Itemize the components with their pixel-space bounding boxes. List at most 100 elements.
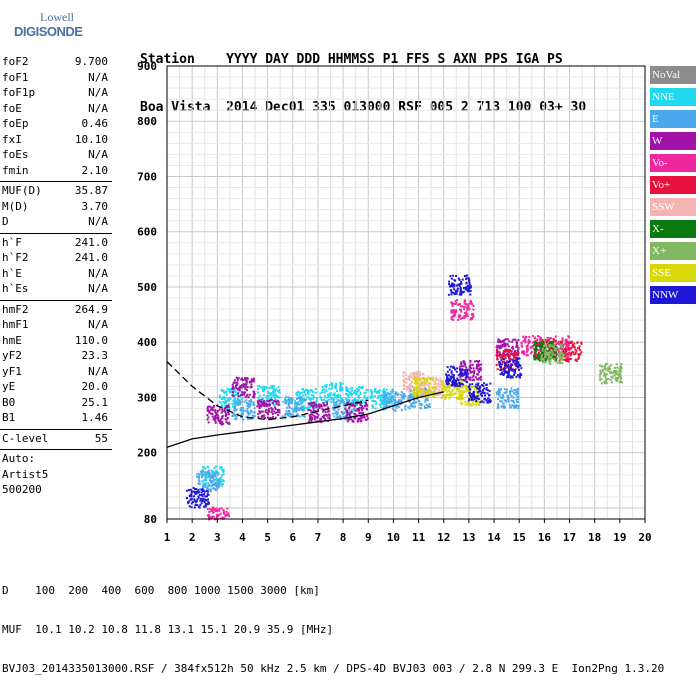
echo-point xyxy=(431,391,434,394)
echo-point xyxy=(277,400,280,403)
echo-point xyxy=(244,376,247,379)
echo-point xyxy=(229,388,232,391)
echo-point xyxy=(540,348,543,351)
echo-point xyxy=(232,395,235,398)
echo-point xyxy=(480,400,483,403)
param-name: hmF2 xyxy=(2,302,29,316)
echo-point xyxy=(510,387,513,390)
echo-point xyxy=(307,408,310,411)
echo-point xyxy=(544,361,547,364)
echo-point xyxy=(505,349,508,352)
echo-point xyxy=(221,410,224,413)
echo-point xyxy=(457,315,460,318)
echo-point xyxy=(253,411,256,414)
echo-point xyxy=(303,389,306,392)
param-name: h`F xyxy=(2,235,22,249)
echo-point xyxy=(334,385,337,388)
header-label: FFS xyxy=(406,52,438,67)
echo-point xyxy=(570,351,573,354)
echo-point xyxy=(422,372,425,375)
echo-point xyxy=(277,386,280,389)
echo-point xyxy=(516,357,519,360)
echo-point xyxy=(513,371,516,374)
echo-point xyxy=(410,381,413,384)
echo-point xyxy=(196,475,199,478)
echo-point xyxy=(414,382,417,385)
echo-point xyxy=(449,391,452,394)
echo-point xyxy=(249,400,252,403)
echo-point xyxy=(309,416,312,419)
x-tick-label: 9 xyxy=(365,531,372,544)
echo-point xyxy=(289,397,292,400)
echo-point xyxy=(452,377,455,380)
echo-point xyxy=(486,392,489,395)
echo-point xyxy=(457,277,460,280)
echo-point xyxy=(496,357,499,360)
echo-point xyxy=(283,415,286,418)
echo-point xyxy=(499,356,502,359)
echo-point xyxy=(462,290,465,293)
echo-point xyxy=(537,335,540,338)
echo-point xyxy=(539,341,542,344)
echo-point xyxy=(516,350,519,353)
param-name: hmE xyxy=(2,333,22,347)
echo-point xyxy=(312,396,315,399)
param-value: 241.0 xyxy=(74,235,108,249)
echo-point xyxy=(504,356,507,359)
param-value: 110.0 xyxy=(74,333,108,347)
echo-point xyxy=(305,388,308,391)
header-label: PPS xyxy=(484,52,516,67)
echo-point xyxy=(503,391,506,394)
echo-point xyxy=(464,387,467,390)
echo-point xyxy=(369,397,372,400)
x-tick-label: 1 xyxy=(164,531,171,544)
echo-point xyxy=(235,402,238,405)
echo-point xyxy=(406,378,409,381)
echo-point xyxy=(475,365,478,368)
echo-point xyxy=(221,408,224,411)
echo-point xyxy=(231,405,234,408)
echo-point xyxy=(564,348,567,351)
echo-point xyxy=(471,363,474,366)
param-name: yF2 xyxy=(2,349,22,362)
echo-point xyxy=(382,392,385,395)
legend-item: NoVal xyxy=(650,66,696,84)
echo-point xyxy=(221,479,224,482)
echo-point xyxy=(466,375,469,378)
echo-point xyxy=(454,303,457,306)
echo-point xyxy=(451,310,454,313)
echo-point xyxy=(395,406,398,409)
echo-point xyxy=(534,345,537,348)
echo-point xyxy=(424,400,427,403)
echo-point xyxy=(477,400,480,403)
echo-point xyxy=(511,404,514,407)
echo-point xyxy=(220,484,223,487)
echo-point xyxy=(511,363,514,366)
echo-point xyxy=(616,366,619,369)
echo-point xyxy=(500,366,503,369)
echo-point xyxy=(235,376,238,379)
echo-point xyxy=(277,411,280,414)
echo-point xyxy=(565,338,568,341)
echo-point xyxy=(420,387,423,390)
echo-point xyxy=(553,340,556,343)
echo-point xyxy=(261,386,264,389)
echo-point xyxy=(326,399,329,402)
echo-point xyxy=(426,399,429,402)
echo-point xyxy=(265,405,268,408)
echo-point xyxy=(618,381,621,384)
echo-point xyxy=(365,388,368,391)
echo-point xyxy=(328,410,331,413)
echo-point xyxy=(215,469,218,472)
echo-point xyxy=(345,414,348,417)
echo-point xyxy=(437,389,440,392)
echo-point xyxy=(390,401,393,404)
echo-point xyxy=(558,355,561,358)
echo-point xyxy=(315,403,318,406)
echo-point xyxy=(445,393,448,396)
echo-point xyxy=(241,379,244,382)
echo-point xyxy=(546,336,549,339)
echo-point xyxy=(312,406,315,409)
echo-point xyxy=(266,399,269,402)
echo-point xyxy=(402,372,405,375)
